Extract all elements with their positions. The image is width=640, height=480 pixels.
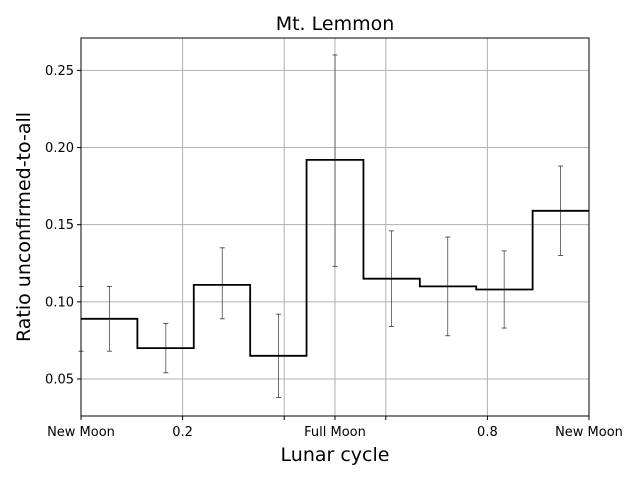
y-tick-label: 0.05: [45, 372, 74, 387]
x-tick-label: Full Moon: [304, 425, 366, 440]
y-axis-ticks: 0.05 0.10 0.15 0.20 0.25: [45, 64, 81, 387]
error-bars: [78, 54, 564, 398]
x-tick-label: New Moon: [47, 425, 115, 440]
x-axis-label: Lunar cycle: [281, 444, 390, 466]
y-tick-label: 0.10: [45, 295, 74, 310]
series-step-line: [81, 158, 589, 357]
y-axis-label: Ratio unconfirmed-to-all: [13, 112, 35, 342]
step-line: [81, 158, 589, 357]
x-tick-label: 0.8: [477, 425, 498, 440]
y-tick-label: 0.20: [45, 141, 74, 156]
y-tick-label: 0.15: [45, 218, 74, 233]
grid: [80, 38, 590, 416]
y-tick-label: 0.25: [45, 64, 74, 79]
x-axis-ticks: New Moon 0.2 Full Moon 0.8 New Moon: [47, 416, 623, 440]
x-tick-label: New Moon: [555, 425, 623, 440]
chart-title: Mt. Lemmon: [276, 13, 395, 35]
x-tick-label: 0.2: [172, 425, 193, 440]
